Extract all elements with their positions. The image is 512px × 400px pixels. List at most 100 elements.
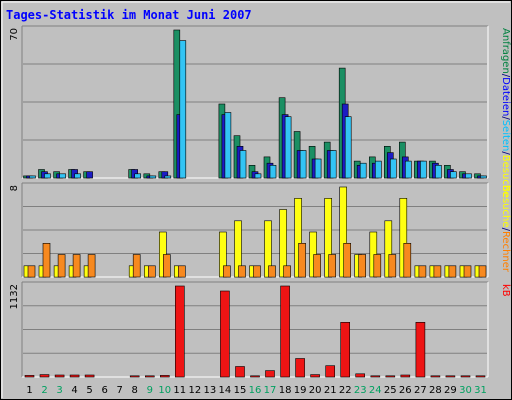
bar-rechner-day-25 bbox=[388, 254, 397, 278]
bar-kb-day-16 bbox=[250, 375, 260, 378]
bar-seiten-day-29 bbox=[450, 171, 457, 179]
x-tick-label-day-27: 27 bbox=[414, 385, 427, 396]
bar-rechner-day-4 bbox=[72, 254, 81, 278]
bar-seiten-day-26 bbox=[404, 160, 412, 179]
bar-seiten-day-4 bbox=[74, 173, 81, 179]
y-axis-max-label: 70 bbox=[9, 28, 20, 41]
bar-kb-day-27 bbox=[415, 321, 426, 378]
y-axis-max-label: 1132 bbox=[9, 284, 20, 309]
bar-seiten-day-30 bbox=[465, 173, 472, 179]
bar-kb-day-8 bbox=[129, 375, 140, 378]
x-tick-label-day-23: 23 bbox=[354, 385, 367, 396]
legend-entry: Dateien bbox=[500, 77, 511, 116]
legend-entry: Seiten bbox=[500, 120, 511, 152]
bar-rechner-day-1 bbox=[27, 265, 36, 278]
x-tick-label-day-31: 31 bbox=[474, 385, 487, 396]
bar-rechner-day-31 bbox=[478, 265, 487, 278]
bar-seiten-day-15 bbox=[239, 150, 247, 179]
panel-hits bbox=[21, 25, 489, 179]
bar-rechner-day-26 bbox=[403, 243, 412, 278]
x-tick-label-day-2: 2 bbox=[41, 385, 47, 396]
x-tick-label-day-1: 1 bbox=[26, 385, 32, 396]
x-tick-label-day-13: 13 bbox=[204, 385, 217, 396]
bar-kb-day-2 bbox=[39, 374, 50, 378]
bar-seiten-day-11 bbox=[179, 40, 187, 179]
bar-kb-day-17 bbox=[265, 370, 275, 378]
bar-seiten-day-3 bbox=[59, 173, 66, 179]
legend-entry: Besuche bbox=[500, 155, 511, 198]
bar-kb-day-25 bbox=[385, 375, 396, 378]
bar-kb-day-14 bbox=[220, 290, 230, 378]
bar-besuche-day-19 bbox=[294, 198, 302, 278]
series-rechner bbox=[27, 243, 487, 278]
x-tick-label-day-24: 24 bbox=[369, 385, 382, 396]
bar-kb-day-3 bbox=[54, 374, 65, 378]
bar-rechner-day-27 bbox=[418, 265, 427, 278]
bar-besuche-day-21 bbox=[324, 198, 333, 278]
bar-rechner-day-2 bbox=[42, 243, 51, 278]
bar-seiten-day-16 bbox=[254, 173, 262, 179]
bar-seiten-day-14 bbox=[224, 112, 232, 179]
bar-kb-day-10 bbox=[160, 375, 170, 378]
bar-seiten-day-19 bbox=[299, 150, 307, 179]
bar-rechner-day-3 bbox=[57, 254, 66, 278]
bar-kb-day-1 bbox=[24, 375, 35, 378]
bar-besuche-day-15 bbox=[234, 220, 242, 278]
panel-legend: Anfragen/Dateien/Seiten/Besuche bbox=[500, 28, 511, 197]
bar-seiten-day-22 bbox=[344, 116, 352, 179]
x-tick-label-day-17: 17 bbox=[264, 385, 277, 396]
bar-kb-day-29 bbox=[445, 375, 456, 378]
x-tick-label-day-10: 10 bbox=[158, 385, 171, 396]
x-tick-label-day-11: 11 bbox=[173, 385, 186, 396]
bar-rechner-day-24 bbox=[373, 254, 382, 278]
x-tick-label-day-29: 29 bbox=[444, 385, 457, 396]
bar-kb-day-28 bbox=[430, 375, 441, 378]
bar-seiten-day-9 bbox=[149, 175, 157, 179]
bar-kb-day-22 bbox=[340, 321, 351, 378]
bar-seiten-day-31 bbox=[480, 175, 487, 179]
x-tick-label-day-26: 26 bbox=[399, 385, 412, 396]
bar-kb-day-18 bbox=[280, 285, 290, 378]
x-tick-label-day-16: 16 bbox=[249, 385, 262, 396]
x-tick-label-day-9: 9 bbox=[147, 385, 153, 396]
bar-rechner-day-22 bbox=[343, 243, 352, 278]
x-tick-label-day-12: 12 bbox=[189, 385, 202, 396]
bar-rechner-day-23 bbox=[358, 254, 367, 278]
x-tick-label-day-21: 21 bbox=[324, 385, 337, 396]
bar-seiten-day-17 bbox=[269, 165, 277, 179]
bar-seiten-day-27 bbox=[420, 160, 427, 179]
bar-seiten-day-23 bbox=[359, 162, 367, 179]
bar-kb-day-5 bbox=[84, 374, 95, 378]
x-tick-label-day-14: 14 bbox=[219, 385, 232, 396]
bar-besuche-day-18 bbox=[279, 209, 287, 278]
bar-rechner-day-11 bbox=[178, 265, 186, 278]
x-tick-label-day-19: 19 bbox=[294, 385, 307, 396]
series-kb bbox=[24, 285, 486, 378]
bar-besuche-day-22 bbox=[339, 186, 348, 278]
x-tick-label-day-15: 15 bbox=[234, 385, 247, 396]
bar-seiten-day-10 bbox=[164, 175, 172, 179]
bar-rechner-day-30 bbox=[463, 265, 472, 278]
series-besuche bbox=[23, 186, 483, 278]
bar-rechner-day-5 bbox=[87, 254, 96, 278]
bar-besuche-day-25 bbox=[384, 220, 393, 278]
bar-rechner-day-14 bbox=[223, 265, 231, 278]
bar-seiten-day-2 bbox=[44, 173, 51, 179]
x-tick-label-day-30: 30 bbox=[459, 385, 472, 396]
legend-entry: kB bbox=[500, 284, 511, 297]
bar-rechner-day-16 bbox=[253, 265, 261, 278]
bar-kb-day-19 bbox=[295, 358, 305, 378]
bar-rechner-day-29 bbox=[448, 265, 457, 278]
legend-entry: Anfragen bbox=[500, 28, 511, 74]
bar-rechner-day-20 bbox=[313, 254, 321, 278]
bar-kb-day-11 bbox=[175, 285, 185, 378]
bar-besuche-day-17 bbox=[264, 220, 272, 278]
bar-dateien-day-5 bbox=[86, 171, 93, 179]
legend-entry: / bbox=[500, 74, 511, 78]
bar-kb-day-15 bbox=[235, 366, 245, 378]
panel-legend: Besuche/Rechner bbox=[500, 185, 511, 273]
legend-entry: / bbox=[500, 151, 511, 155]
bar-rechner-day-9 bbox=[148, 265, 156, 278]
